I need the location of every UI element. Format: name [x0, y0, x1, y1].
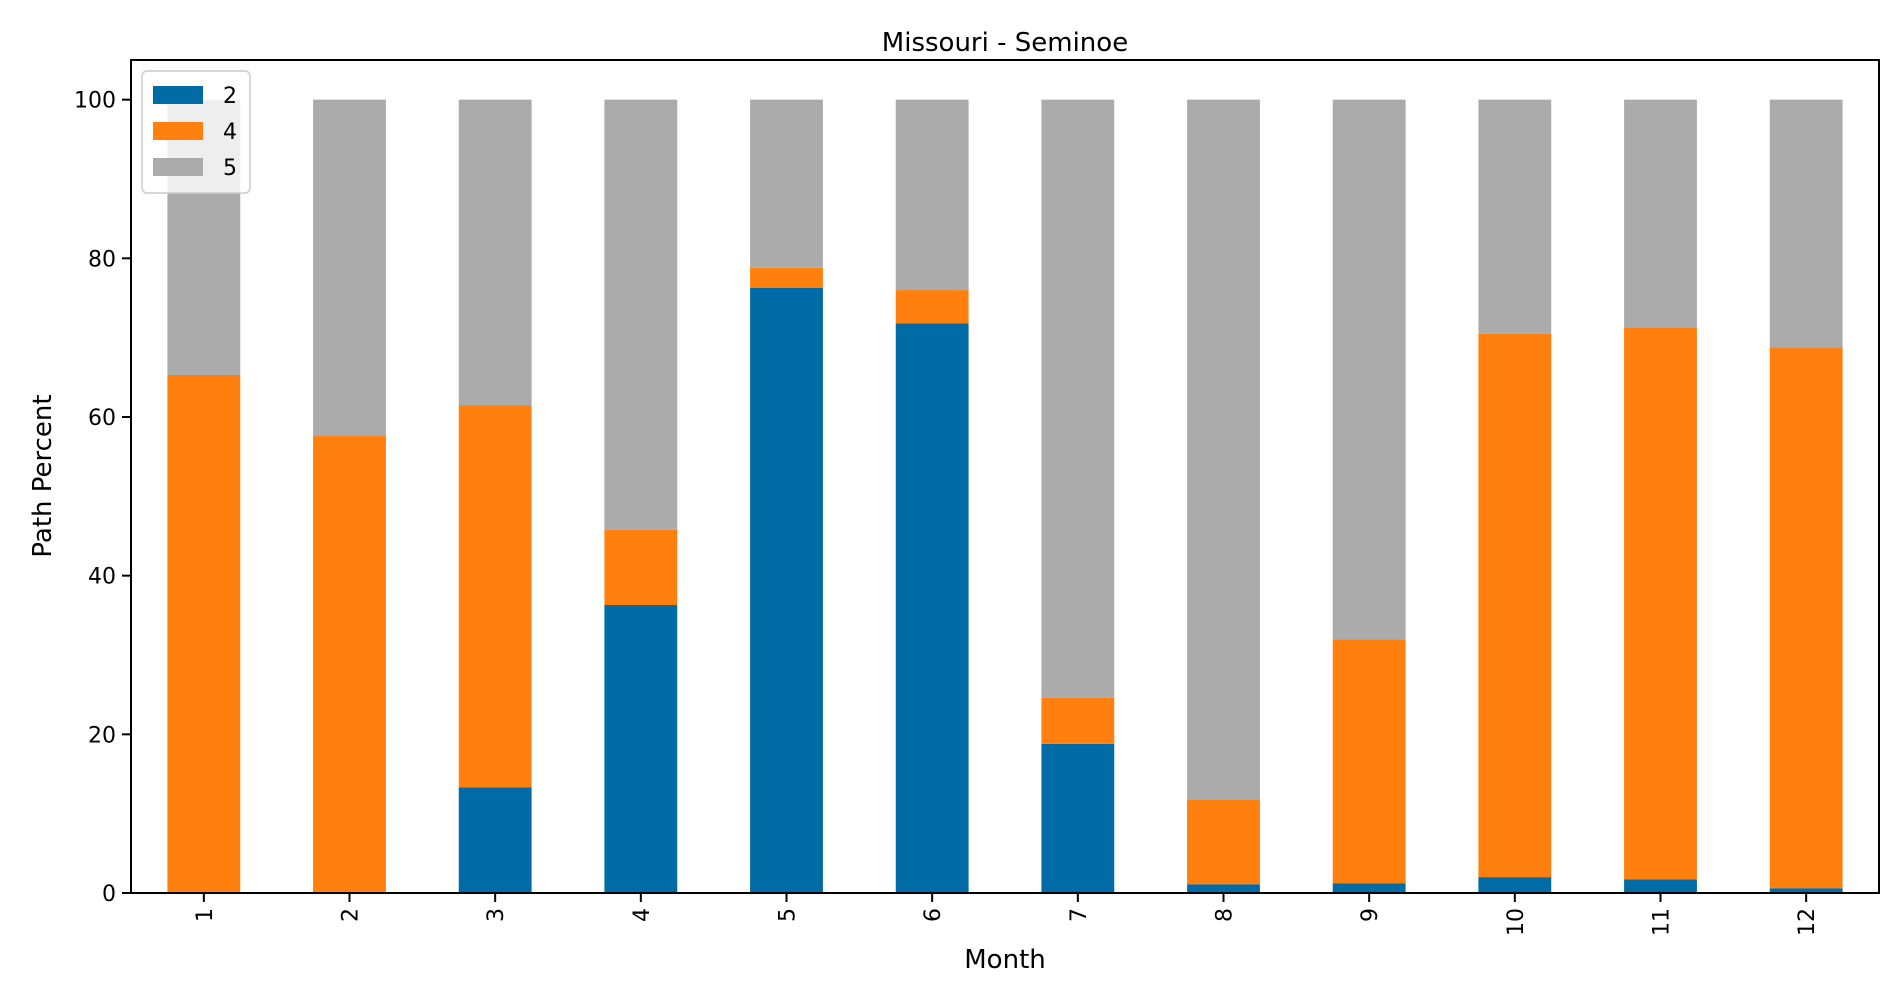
bar-month-6-series-2 [895, 323, 969, 893]
legend-label-2: 2 [223, 84, 237, 109]
x-tick-label: 10 [1504, 908, 1529, 936]
legend-label-4: 4 [223, 120, 237, 145]
bar-month-4-series-5 [604, 99, 678, 530]
x-tick-label: 12 [1795, 908, 1820, 936]
legend-swatch-5 [153, 158, 203, 176]
x-tick-label: 4 [630, 908, 655, 922]
x-tick-label: 3 [484, 908, 509, 922]
x-axis-label: Month [964, 945, 1046, 975]
chart-title: Missouri - Seminoe [882, 28, 1128, 58]
bar-month-9-series-4 [1332, 639, 1406, 884]
y-tick-label: 20 [88, 723, 116, 748]
bar-month-10-series-5 [1478, 99, 1552, 334]
bar-month-11-series-2 [1624, 879, 1697, 893]
bar-month-3-series-2 [458, 787, 532, 893]
x-tick-label: 11 [1650, 908, 1675, 936]
bar-month-1-series-4 [167, 374, 241, 893]
bars-group [167, 99, 1843, 894]
bar-month-9-series-2 [1332, 883, 1406, 893]
y-tick-label: 80 [88, 247, 116, 272]
bar-month-2-series-4 [313, 436, 386, 893]
x-tick-label: 6 [921, 908, 946, 922]
bar-month-11-series-5 [1624, 99, 1697, 328]
bar-month-9-series-5 [1332, 99, 1406, 640]
bar-month-8-series-4 [1187, 799, 1260, 885]
bar-month-5-series-2 [750, 287, 823, 894]
bar-month-7-series-5 [1041, 99, 1115, 698]
bar-month-11-series-4 [1624, 327, 1697, 880]
bar-month-6-series-4 [895, 290, 969, 324]
bar-month-8-series-5 [1187, 99, 1260, 800]
x-tick-label: 5 [776, 908, 801, 922]
x-tick-label: 9 [1358, 908, 1383, 922]
y-tick-label: 100 [74, 89, 116, 114]
bar-month-3-series-5 [458, 99, 532, 406]
y-tick-label: 40 [88, 565, 116, 590]
bar-month-10-series-2 [1478, 877, 1552, 893]
bar-month-12-series-2 [1769, 888, 1843, 893]
y-axis-label: Path Percent [28, 394, 58, 557]
y-tick-label: 60 [88, 406, 116, 431]
bar-month-8-series-2 [1187, 884, 1260, 893]
x-tick-label: 8 [1213, 908, 1238, 922]
bar-month-12-series-5 [1769, 99, 1843, 348]
bar-month-3-series-4 [458, 405, 532, 788]
plot-area-frame [130, 59, 1880, 894]
bar-month-4-series-4 [604, 529, 678, 606]
bar-month-2-series-5 [313, 99, 386, 437]
x-tick-label: 1 [193, 908, 218, 922]
bar-month-5-series-5 [750, 99, 823, 268]
bar-month-5-series-4 [750, 267, 823, 288]
x-tick-label: 2 [339, 908, 364, 922]
x-axis: 1 2 3 4 5 6 7 8 9 10 11 12 [193, 893, 1820, 936]
y-tick-label: 0 [102, 882, 116, 907]
legend: 2 4 5 [141, 70, 251, 194]
legend-swatch-2 [153, 86, 203, 104]
legend-label-5: 5 [223, 156, 237, 181]
bar-month-12-series-4 [1769, 347, 1843, 889]
y-axis: 0 20 40 60 80 100 [74, 89, 131, 907]
x-tick-label: 7 [1067, 908, 1092, 922]
bar-month-4-series-2 [604, 605, 678, 893]
bar-month-6-series-5 [895, 99, 969, 291]
legend-swatch-4 [153, 122, 203, 140]
bar-month-7-series-4 [1041, 697, 1115, 744]
bar-month-7-series-2 [1041, 743, 1115, 893]
bar-month-10-series-4 [1478, 333, 1552, 878]
